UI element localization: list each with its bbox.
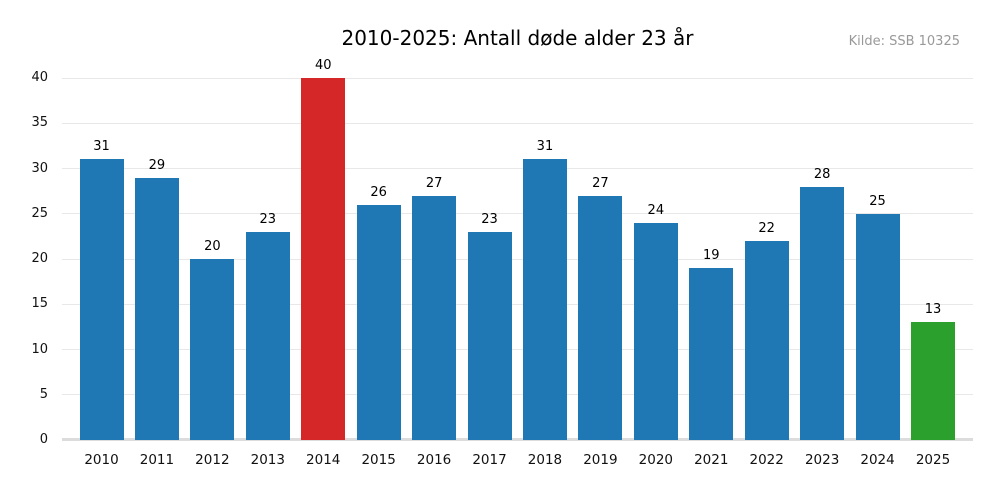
gridline-y25 <box>62 213 973 215</box>
bar-value-2013: 23 <box>259 211 277 227</box>
gridline-y20 <box>62 258 973 260</box>
bar-value-2014: 40 <box>314 58 332 73</box>
x-axis-tick-2025: 2025 <box>915 452 951 468</box>
y-axis-tick-10: 10 <box>31 341 48 357</box>
bar-2021 <box>689 268 734 440</box>
x-axis-line <box>62 438 973 441</box>
bar-value-2016: 27 <box>425 175 443 191</box>
y-axis-tick-40: 40 <box>31 70 48 85</box>
x-axis-tick-2023: 2023 <box>804 452 840 468</box>
bar-2017 <box>467 231 512 440</box>
bar-value-2020: 24 <box>647 202 665 218</box>
y-axis-tick-30: 30 <box>31 160 48 176</box>
bar-value-2019: 27 <box>592 175 609 191</box>
x-axis-tick-2010: 2010 <box>84 452 119 468</box>
bar-value-2023: 28 <box>813 166 831 182</box>
y-axis-tick-25: 25 <box>31 205 48 221</box>
gridline-y30 <box>62 168 973 169</box>
x-axis-tick-2017: 2017 <box>472 452 507 468</box>
bar-value-2025: 13 <box>924 302 942 318</box>
x-axis-tick-2014: 2014 <box>306 452 341 468</box>
y-axis-tick-0: 0 <box>39 432 48 447</box>
x-axis-tick-2020: 2020 <box>638 452 673 468</box>
gridline-y10 <box>62 349 973 350</box>
x-axis-tick-2022: 2022 <box>749 452 784 468</box>
x-axis-tick-2015: 2015 <box>361 452 396 468</box>
x-axis-tick-2011: 2011 <box>139 452 175 468</box>
bar-value-2010: 31 <box>93 139 110 155</box>
bar-value-2015: 26 <box>370 184 387 200</box>
gridline-y40 <box>62 77 973 79</box>
y-axis-tick-20: 20 <box>31 251 48 266</box>
x-axis-tick-2013: 2013 <box>250 452 285 468</box>
bar-2013 <box>245 231 290 440</box>
bar-2018 <box>522 159 567 440</box>
y-axis-tick-15: 15 <box>31 296 48 312</box>
y-axis-tick-35: 35 <box>31 115 48 131</box>
bar-value-2024: 25 <box>869 193 886 209</box>
bar-2022 <box>744 240 789 440</box>
bar-2010 <box>79 159 124 440</box>
source-note: Kilde: SSB 10325 <box>848 34 960 49</box>
bar-2019 <box>578 195 623 440</box>
bar-value-2021: 19 <box>702 248 720 264</box>
gridline-y35 <box>62 122 973 124</box>
gridline-y5 <box>62 394 973 396</box>
bar-2025 <box>911 322 955 440</box>
bar-2011 <box>134 177 179 440</box>
x-axis-tick-2019: 2019 <box>583 452 618 468</box>
bar-2016 <box>412 195 457 440</box>
bar-value-2012: 20 <box>204 239 221 254</box>
y-axis-tick-5: 5 <box>39 386 48 402</box>
x-axis-tick-2016: 2016 <box>416 452 452 468</box>
bar-2024 <box>855 213 900 440</box>
gridline-y15 <box>62 303 973 305</box>
bar-value-2017: 23 <box>481 211 498 227</box>
bar-2023 <box>800 186 845 440</box>
bar-2014 <box>301 78 346 440</box>
bar-2012 <box>190 259 235 440</box>
x-axis-tick-2018: 2018 <box>527 452 563 468</box>
x-axis-tick-2021: 2021 <box>694 452 729 468</box>
bar-value-2018: 31 <box>536 139 554 155</box>
bar-2020 <box>633 222 678 440</box>
x-axis-tick-2024: 2024 <box>860 452 895 468</box>
x-axis-tick-2012: 2012 <box>195 452 230 468</box>
bar-2015 <box>356 204 401 440</box>
bar-value-2011: 29 <box>148 157 166 173</box>
bar-value-2022: 22 <box>758 220 775 236</box>
chart-title: 2010-2025: Antall døde alder 23 år <box>341 26 694 50</box>
